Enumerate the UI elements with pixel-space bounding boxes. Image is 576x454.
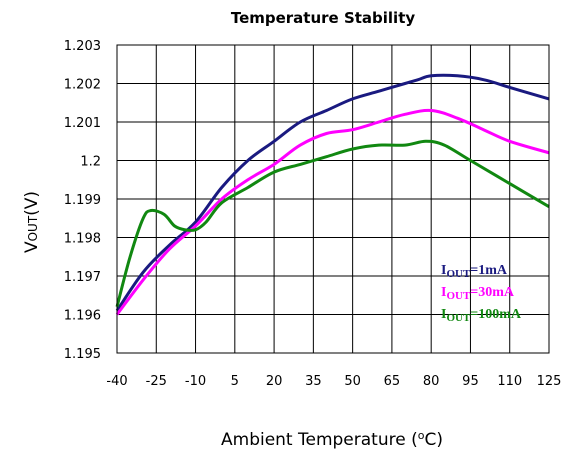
x-tick-label: 35 (305, 374, 322, 389)
legend: IOUT=1mA IOUT=30mA IOUT=100mA (441, 263, 522, 324)
y-tick-label: 1.2 (80, 155, 101, 170)
chart-title: Temperature Stability (231, 9, 416, 27)
series-line-1mA (115, 73, 550, 312)
x-tick-label: 50 (344, 374, 361, 389)
legend-entry-100mA: IOUT=100mA (441, 307, 522, 324)
series-line-30mA (115, 108, 550, 316)
y-tick-label: 1.196 (64, 309, 101, 324)
y-tick-label: 1.197 (64, 270, 101, 285)
x-tick-label: -40 (106, 374, 127, 389)
x-tick-label: 95 (462, 374, 479, 389)
x-tick-label: 125 (537, 374, 562, 389)
x-tick-label: 5 (231, 374, 239, 389)
y-tick-labels: 1.195 1.196 1.197 1.198 1.199 1.2 1.201 1.202 1.… (64, 39, 101, 362)
x-tick-label: 20 (266, 374, 283, 389)
x-tick-label: -10 (185, 374, 206, 389)
y-tick-label: 1.195 (64, 347, 101, 362)
x-tick-label: 80 (423, 374, 440, 389)
x-tick-labels: -40 -25 -10 5 20 35 50 65 80 95 110 125 (106, 374, 561, 389)
series-layer (115, 73, 550, 316)
x-tick-label: -25 (146, 374, 167, 389)
x-tick-label: 65 (384, 374, 401, 389)
x-axis-label-main: Ambient Temperature ( (221, 430, 418, 450)
y-axis-label-main: V (22, 241, 42, 253)
x-tick-label: 110 (497, 374, 522, 389)
y-tick-label: 1.198 (64, 232, 101, 247)
y-tick-label: 1.201 (64, 116, 101, 131)
legend-entry-1mA: IOUT=1mA (441, 263, 508, 280)
x-axis-label-degree: o (418, 429, 425, 442)
y-tick-label: 1.199 (64, 193, 101, 208)
legend-entry-30mA: IOUT=30mA (441, 285, 515, 302)
x-axis-label: Ambient Temperature (oC) (221, 429, 443, 450)
y-tick-label: 1.202 (64, 78, 101, 93)
y-axis-label-sub: OUT (26, 215, 40, 241)
plot-area-frame (116, 44, 550, 354)
y-axis-label-unit: (V) (22, 191, 42, 216)
y-tick-label: 1.203 (64, 39, 101, 54)
x-axis-label-unit: C) (424, 430, 443, 450)
series-line-100mA (115, 139, 550, 308)
y-axis-label: VOUT(V) (22, 191, 42, 253)
